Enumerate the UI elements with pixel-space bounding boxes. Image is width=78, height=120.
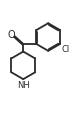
Text: Cl: Cl	[62, 45, 70, 54]
Text: NH: NH	[17, 81, 30, 90]
Text: O: O	[8, 30, 15, 40]
